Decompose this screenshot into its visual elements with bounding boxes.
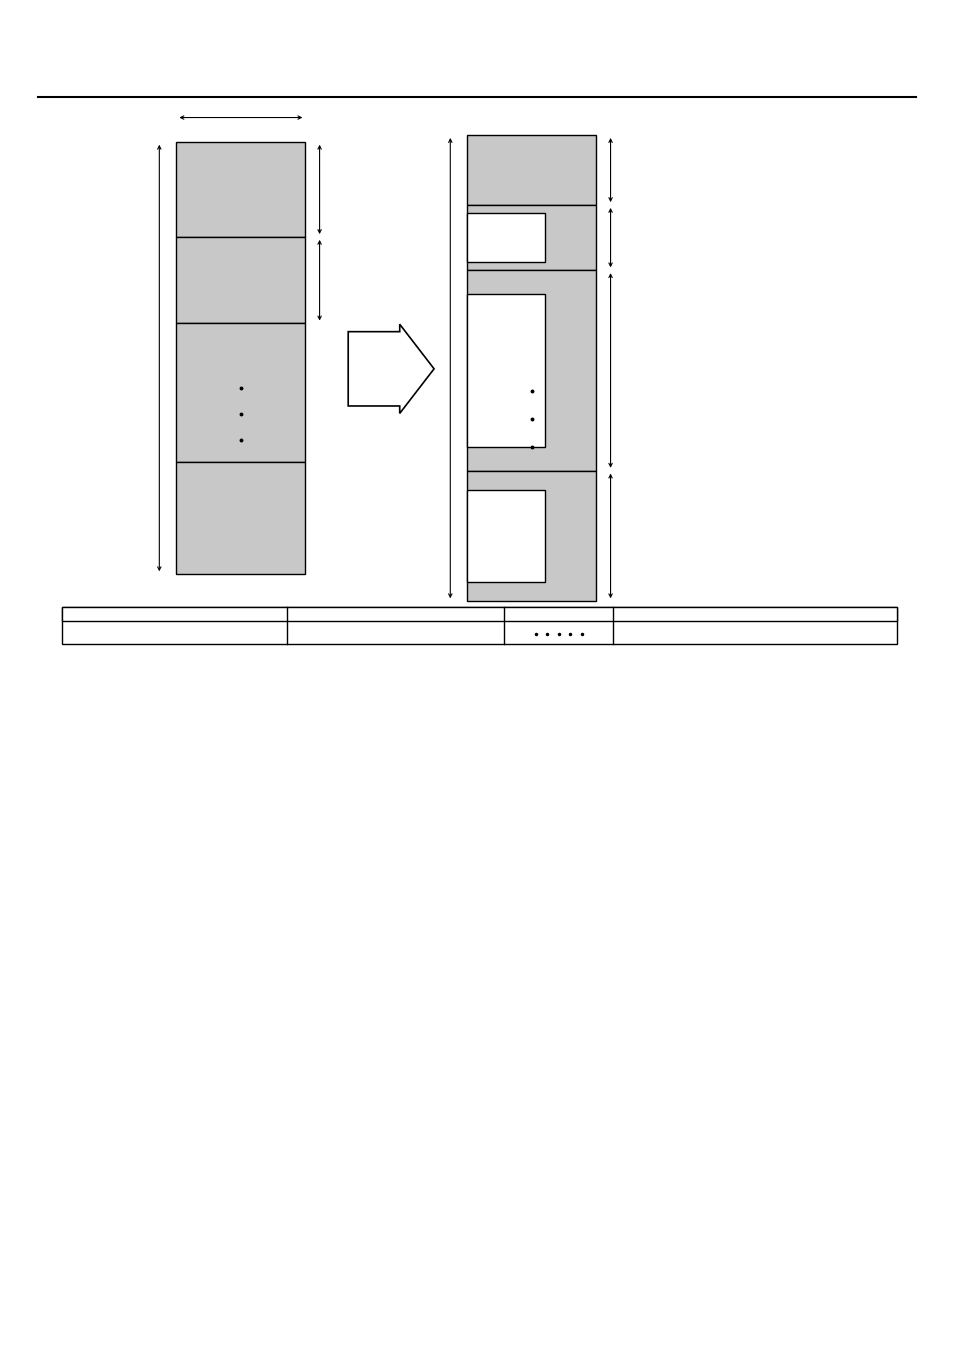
Bar [176,236,305,323]
Bar [467,295,544,447]
Bar [176,142,305,236]
Bar [467,490,544,582]
Bar [467,470,596,601]
Bar [62,607,896,644]
Bar [176,462,305,574]
Bar [467,270,596,470]
Bar [467,135,596,205]
Bar [176,323,305,462]
Polygon shape [348,324,434,413]
Bar [62,607,896,621]
Bar [467,205,596,270]
Bar [467,213,544,262]
